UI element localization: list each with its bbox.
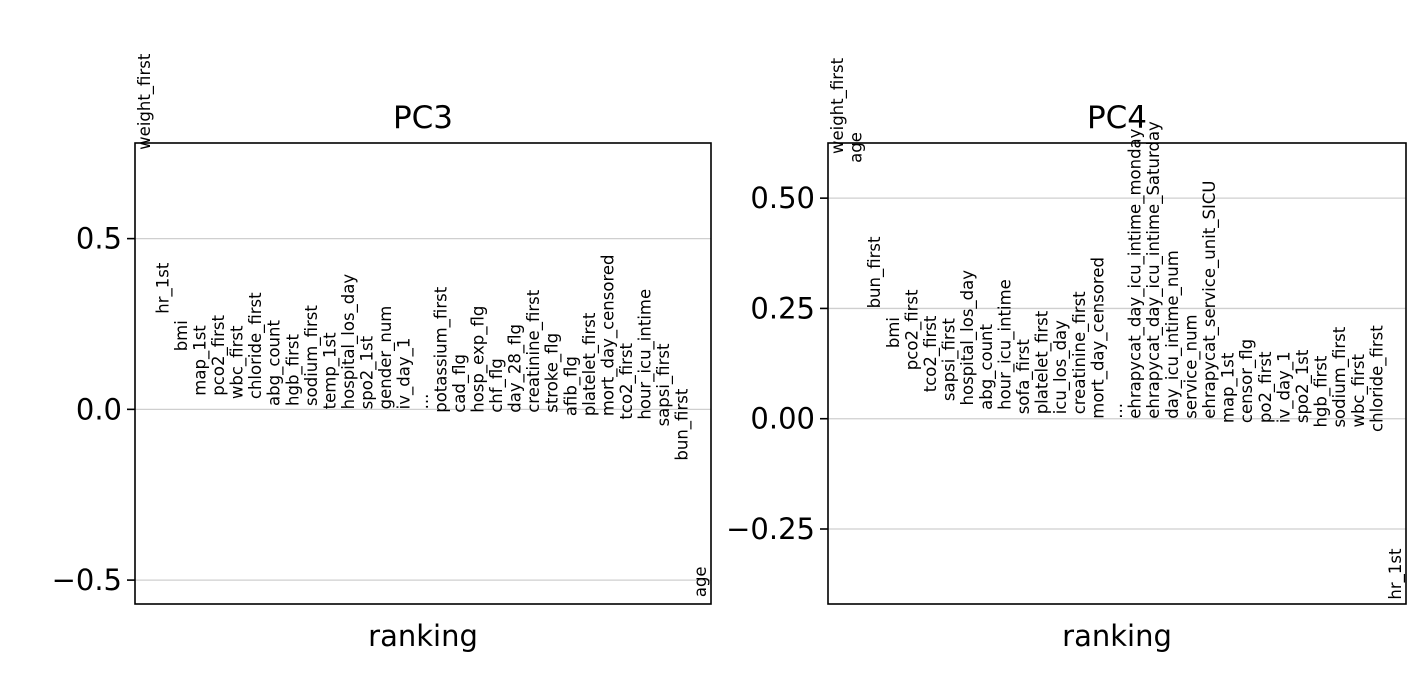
- pc3-gene-label: hour_icu_intime: [635, 289, 655, 420]
- pc4-gene-label: ehrapycat_day_icu_intime_monday: [1126, 128, 1146, 418]
- pc4-gene-label: bmi: [884, 317, 903, 348]
- pc4-gene-label: ...: [1107, 403, 1126, 419]
- pc3-gene-label: temp_1st: [320, 332, 340, 410]
- pc3-gene-label: hospital_los_day: [339, 274, 359, 410]
- pc4-gene-label: sodium_first: [1330, 326, 1350, 427]
- pc3-gene-label: sapsi_first: [654, 343, 674, 426]
- pc4-gene-label: wbc_first: [1349, 353, 1369, 427]
- pc4-gene-label: iv_day_1: [1274, 351, 1294, 423]
- pc3-xlabel: ranking: [368, 619, 478, 653]
- pc4-gene-label: hgb_first: [1312, 355, 1332, 427]
- pc4-gene-label: tco2_first: [921, 315, 941, 392]
- pc3-gene-label: sodium_first: [302, 305, 322, 406]
- pc3-gene-label: hgb_first: [283, 334, 303, 406]
- pc3-gene-label: potassium_first: [432, 286, 452, 412]
- pc3-gene-label: hosp_exp_flg: [469, 306, 489, 413]
- pc3-gene-label: age: [691, 566, 710, 597]
- pc4-gene-label: map_1st: [1219, 352, 1239, 423]
- pc3-ytick-label: 0.5: [76, 222, 122, 256]
- pc4-gene-label: weight_first: [828, 57, 848, 154]
- pc4-gene-label: icu_los_day: [1051, 320, 1071, 414]
- pc3-gene-label: chf_flg: [487, 358, 507, 412]
- pc3-ytick-label: 0.0: [76, 392, 122, 426]
- pc3-gene-label: day_28_flg: [506, 324, 526, 413]
- pc4-ytick-label: 0.25: [750, 291, 815, 325]
- pc3-gene-label: afib_flg: [561, 356, 581, 416]
- pc3-gene-label: spo2_1st: [357, 335, 377, 409]
- pc3-gene-label: tco2_first: [617, 342, 637, 419]
- pc3-gene-label: weight_first: [135, 53, 155, 150]
- pc3-gene-label: chloride_first: [246, 292, 266, 399]
- pc4-gene-label: po2_first: [1256, 351, 1276, 423]
- pc3-gene-label: iv_day_1: [394, 338, 414, 410]
- pc4-xlabel: ranking: [1062, 619, 1172, 653]
- pc4-gene-label: spo2_1st: [1293, 349, 1313, 423]
- pc4-gene-label: bun_first: [865, 236, 885, 308]
- pc4-axes-frame: [827, 142, 1407, 605]
- pc4-gene-label: hour_icu_intime: [995, 279, 1015, 410]
- pc4-gene-label: sofa_first: [1014, 339, 1034, 415]
- pc4-ytick-label: 0.50: [750, 181, 815, 215]
- pc4-gene-label: ehrapycat_service_unit_SICU: [1200, 181, 1220, 419]
- pc4-gene-label: chloride_first: [1367, 325, 1387, 432]
- pc3-gene-label: wbc_first: [228, 325, 248, 399]
- pc3-axes-frame: [134, 142, 712, 605]
- pc4-gene-label: hr_1st: [1386, 548, 1406, 600]
- pc3-gene-label: gender_num: [376, 306, 396, 410]
- pc3-gene-label: map_1st: [191, 325, 211, 396]
- pc4-gene-label: mort_day_censored: [1088, 257, 1108, 419]
- pc3-gene-label: ...: [413, 394, 432, 410]
- pc4-gene-label: day_icu_intime_num: [1163, 250, 1183, 419]
- pc3-gene-label: hr_1st: [154, 262, 174, 314]
- pc4-gene-label: censor_flg: [1237, 339, 1257, 423]
- pc4-gene-label: ehrapycat_day_icu_intime_Saturday: [1144, 121, 1164, 419]
- pc4-gene-label: creatinine_first: [1070, 291, 1090, 414]
- pc4-gene-label: sapsi_first: [940, 318, 960, 401]
- pc4-gene-label: abg_count: [977, 324, 997, 410]
- pc3-gene-label: creatinine_first: [524, 289, 544, 412]
- pc4-gene-label: age: [847, 132, 866, 163]
- pc4-gene-label: service_num: [1181, 314, 1201, 418]
- pc4-ytick-label: 0.00: [750, 402, 815, 436]
- pc3-gene-label: bun_first: [672, 388, 692, 460]
- pc3-ytick-label: −0.5: [52, 563, 122, 597]
- pc3-gene-label: bmi: [172, 320, 191, 351]
- pc3-gene-label: abg_count: [265, 320, 285, 406]
- pc4-title: PC4: [1087, 100, 1147, 136]
- pc3-gene-label: mort_day_censored: [598, 254, 618, 416]
- pc3-gene-label: pco2_first: [209, 315, 229, 396]
- pc3-gene-label: stroke_flg: [543, 333, 563, 413]
- pc4-gene-label: platelet_first: [1033, 310, 1053, 414]
- pc4-gene-label: hospital_los_day: [958, 270, 978, 406]
- pc4-ytick-label: −0.25: [726, 512, 815, 546]
- pc3-title: PC3: [393, 100, 453, 136]
- pc3-gene-label: cad_flg: [450, 354, 470, 413]
- pc4-gene-label: pco2_first: [902, 289, 922, 370]
- pc3-gene-label: platelet_first: [580, 312, 600, 416]
